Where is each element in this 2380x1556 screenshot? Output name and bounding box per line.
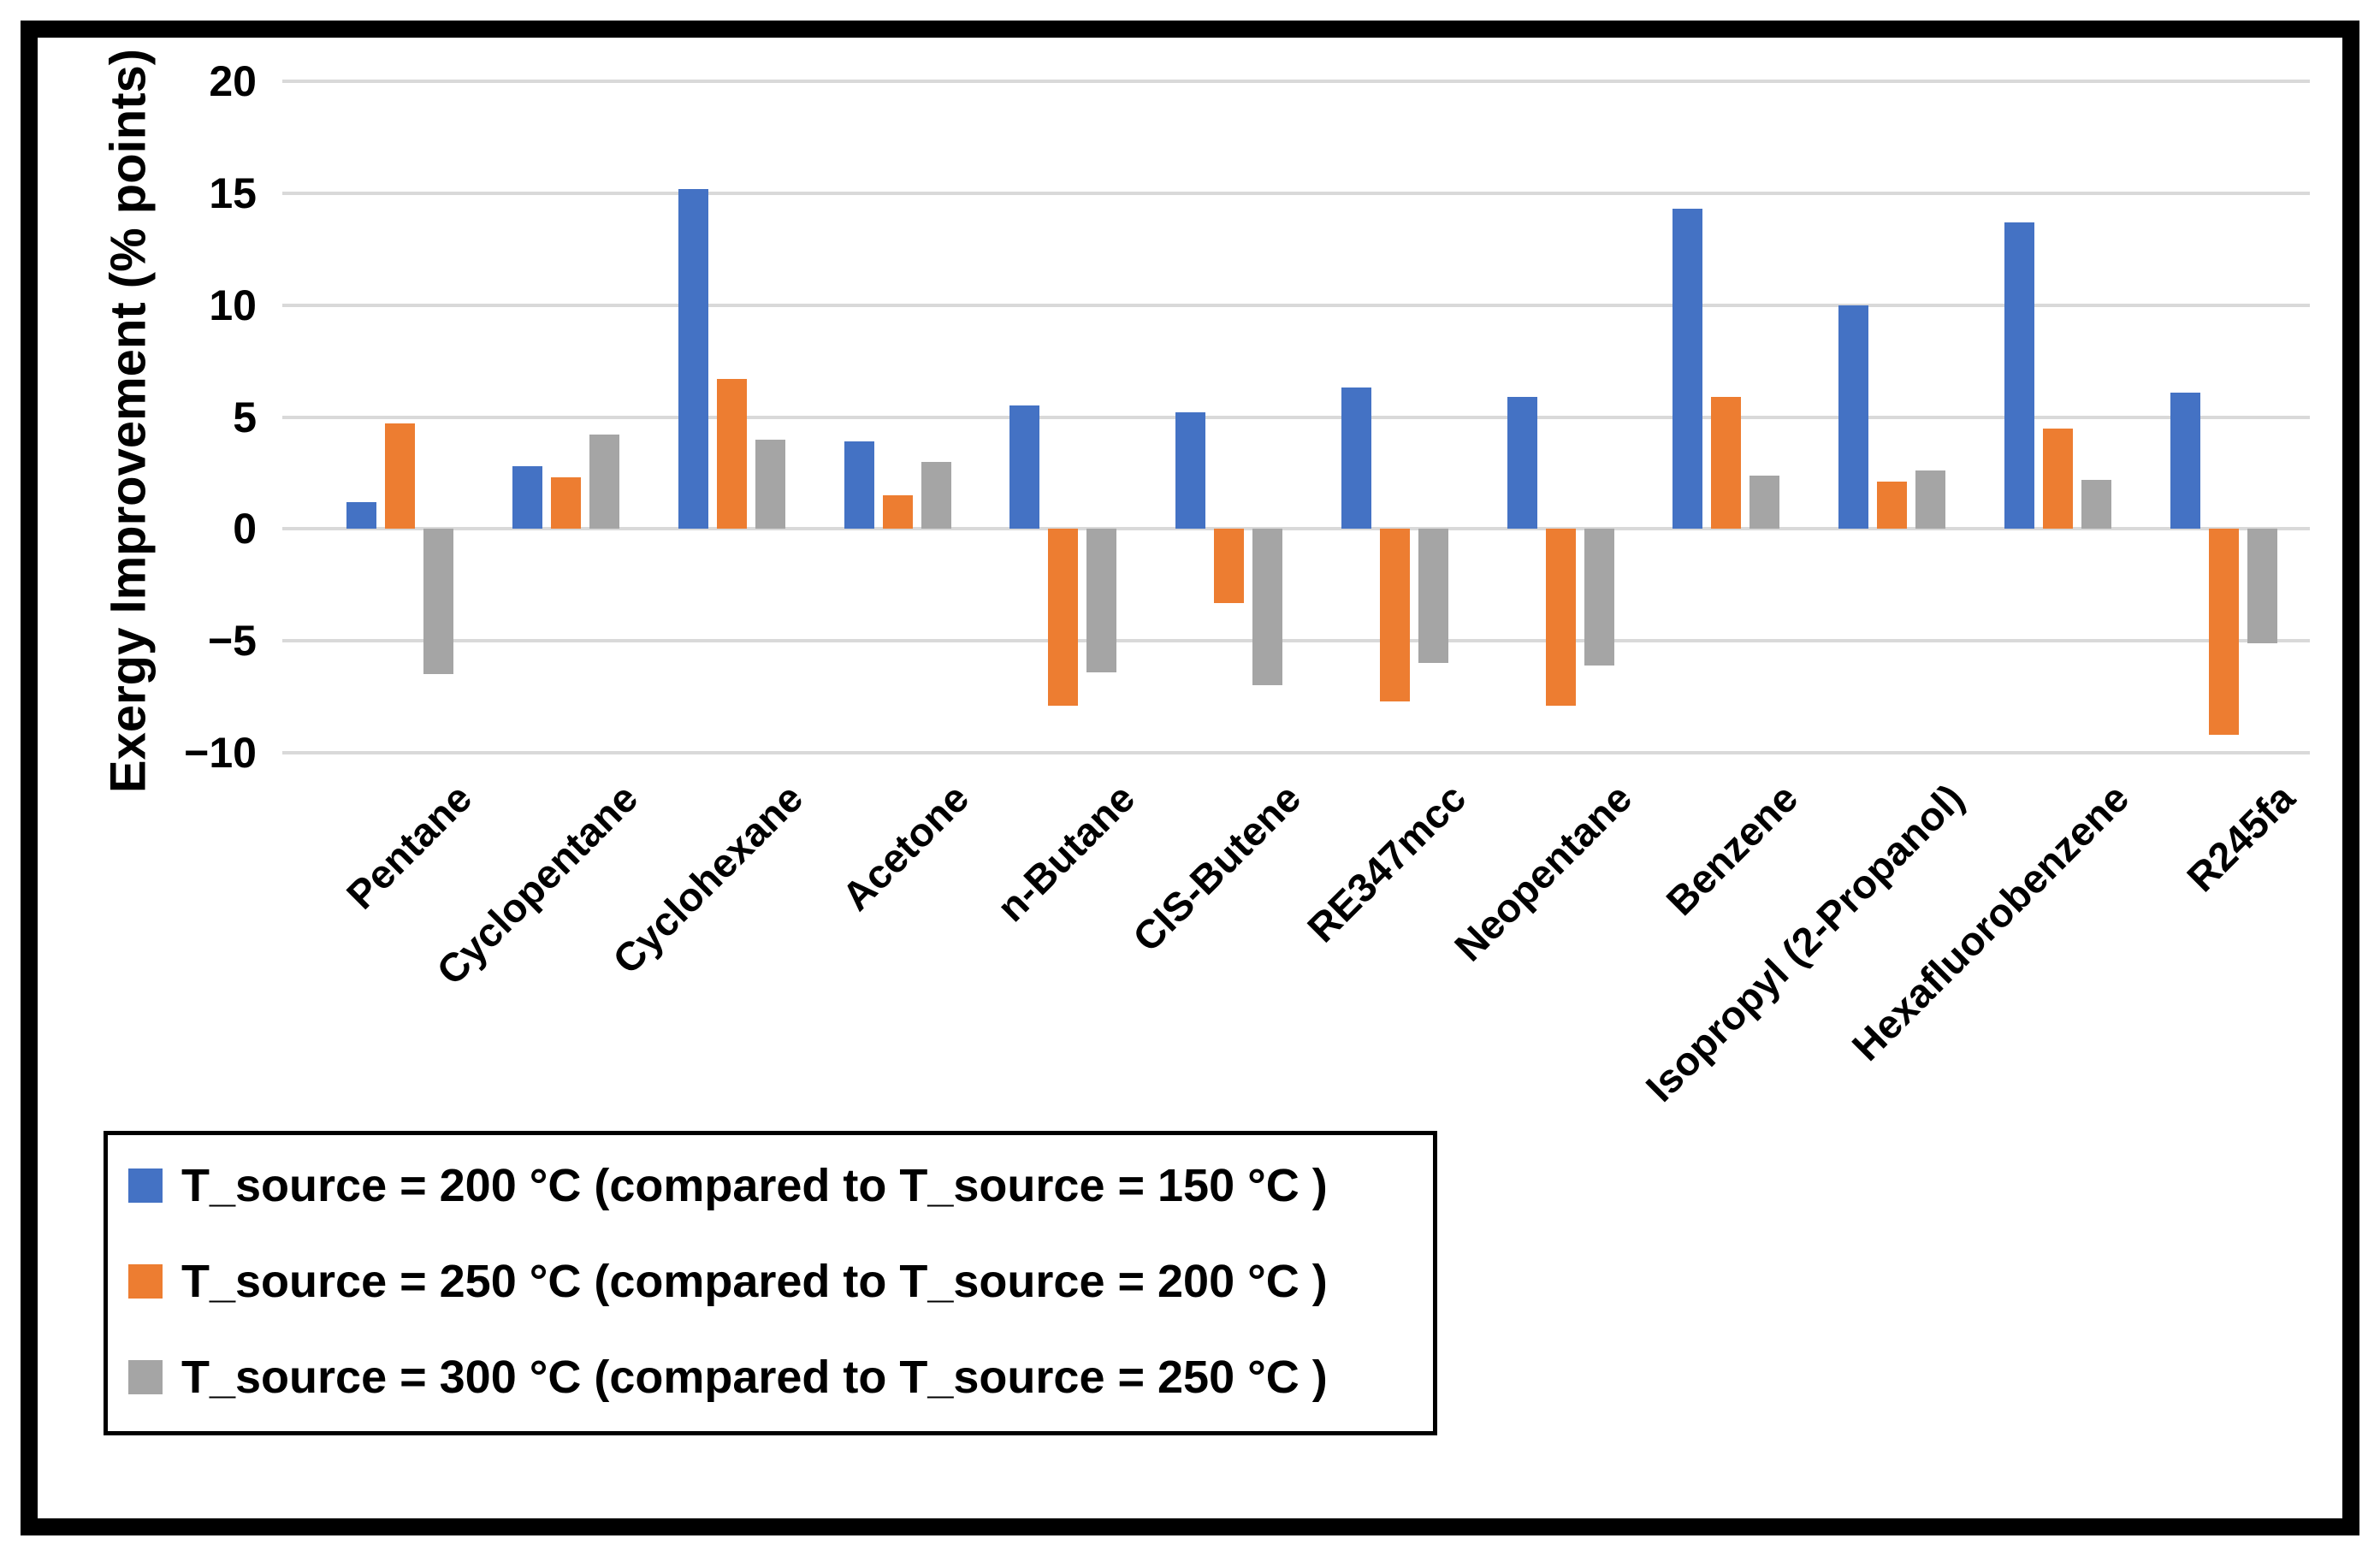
bar: [1086, 529, 1117, 672]
bar: [1341, 388, 1371, 530]
y-tick-label: −10: [184, 729, 257, 777]
bar: [1252, 529, 1283, 686]
bar: [1009, 405, 1040, 530]
bar: [1915, 470, 1946, 530]
gridline: [282, 80, 2310, 83]
bar: [423, 529, 454, 675]
bar: [2247, 529, 2277, 643]
legend-label: T_source = 300 °C (compared to T_source …: [181, 1352, 1328, 1403]
x-category-label: CIS-Butene: [1123, 774, 1309, 961]
bar: [1418, 529, 1448, 664]
y-tick-label: 0: [233, 505, 257, 553]
bar: [1507, 396, 1537, 530]
bar: [678, 188, 708, 530]
bar: [1545, 529, 1576, 707]
bar: [1214, 529, 1245, 603]
legend-swatch-orange-icon: [128, 1264, 163, 1299]
x-category-label: R245fa: [2177, 774, 2304, 901]
gridline: [282, 751, 2310, 754]
bar: [921, 461, 951, 530]
y-tick-label: 20: [209, 57, 257, 105]
y-tick-label: 5: [233, 393, 257, 441]
bar: [2042, 428, 2073, 530]
bar: [1711, 396, 1742, 530]
bar: [1673, 209, 1703, 530]
y-tick-label: 10: [209, 281, 257, 329]
bar: [1048, 529, 1079, 707]
bar: [1584, 529, 1614, 666]
x-category-label: Hexafluorobenzene: [1843, 774, 2138, 1069]
legend-swatch-blue-icon: [128, 1168, 163, 1203]
y-axis-title: Exergy Improvement (% points): [100, 48, 157, 794]
x-category-label: Isopropyl (2-Propanol): [1636, 774, 1972, 1110]
legend-label: T_source = 200 °C (compared to T_source …: [181, 1160, 1328, 1211]
x-category-label: RE347mcc: [1299, 774, 1475, 951]
gridline: [282, 639, 2310, 643]
bar: [844, 441, 874, 530]
gridline: [282, 527, 2310, 531]
x-category-label: n-Butane: [987, 774, 1144, 931]
bar: [2170, 392, 2200, 530]
x-category-label: Pentane: [337, 774, 481, 918]
x-category-label: Acetone: [832, 774, 978, 920]
bar: [1877, 482, 1908, 530]
bar: [755, 439, 785, 530]
legend-item: T_source = 250 °C (compared to T_source …: [128, 1258, 1412, 1305]
bar: [1379, 529, 1410, 701]
gridline: [282, 415, 2310, 419]
bar: [2208, 529, 2239, 736]
legend-item: T_source = 300 °C (compared to T_source …: [128, 1354, 1412, 1400]
legend-label: T_source = 250 °C (compared to T_source …: [181, 1256, 1328, 1307]
legend: T_source = 200 °C (compared to T_source …: [104, 1131, 1437, 1435]
bar: [716, 379, 747, 530]
gridline: [282, 303, 2310, 307]
bar: [2081, 479, 2111, 530]
bar: [2004, 222, 2034, 530]
bar: [1838, 305, 1869, 530]
x-category-label: Benzene: [1657, 774, 1807, 925]
bar: [1175, 412, 1206, 530]
bar: [882, 495, 913, 530]
y-tick-label: −5: [207, 617, 257, 666]
gridline: [282, 191, 2310, 195]
bar: [551, 477, 582, 530]
bar: [385, 423, 416, 530]
bar: [512, 466, 543, 530]
y-tick-label: 15: [209, 169, 257, 217]
bar: [1749, 475, 1780, 530]
bar: [346, 501, 377, 530]
legend-item: T_source = 200 °C (compared to T_source …: [128, 1163, 1412, 1209]
bar: [589, 435, 620, 530]
legend-swatch-gray-icon: [128, 1360, 163, 1394]
x-category-label: Neopentane: [1445, 774, 1641, 970]
